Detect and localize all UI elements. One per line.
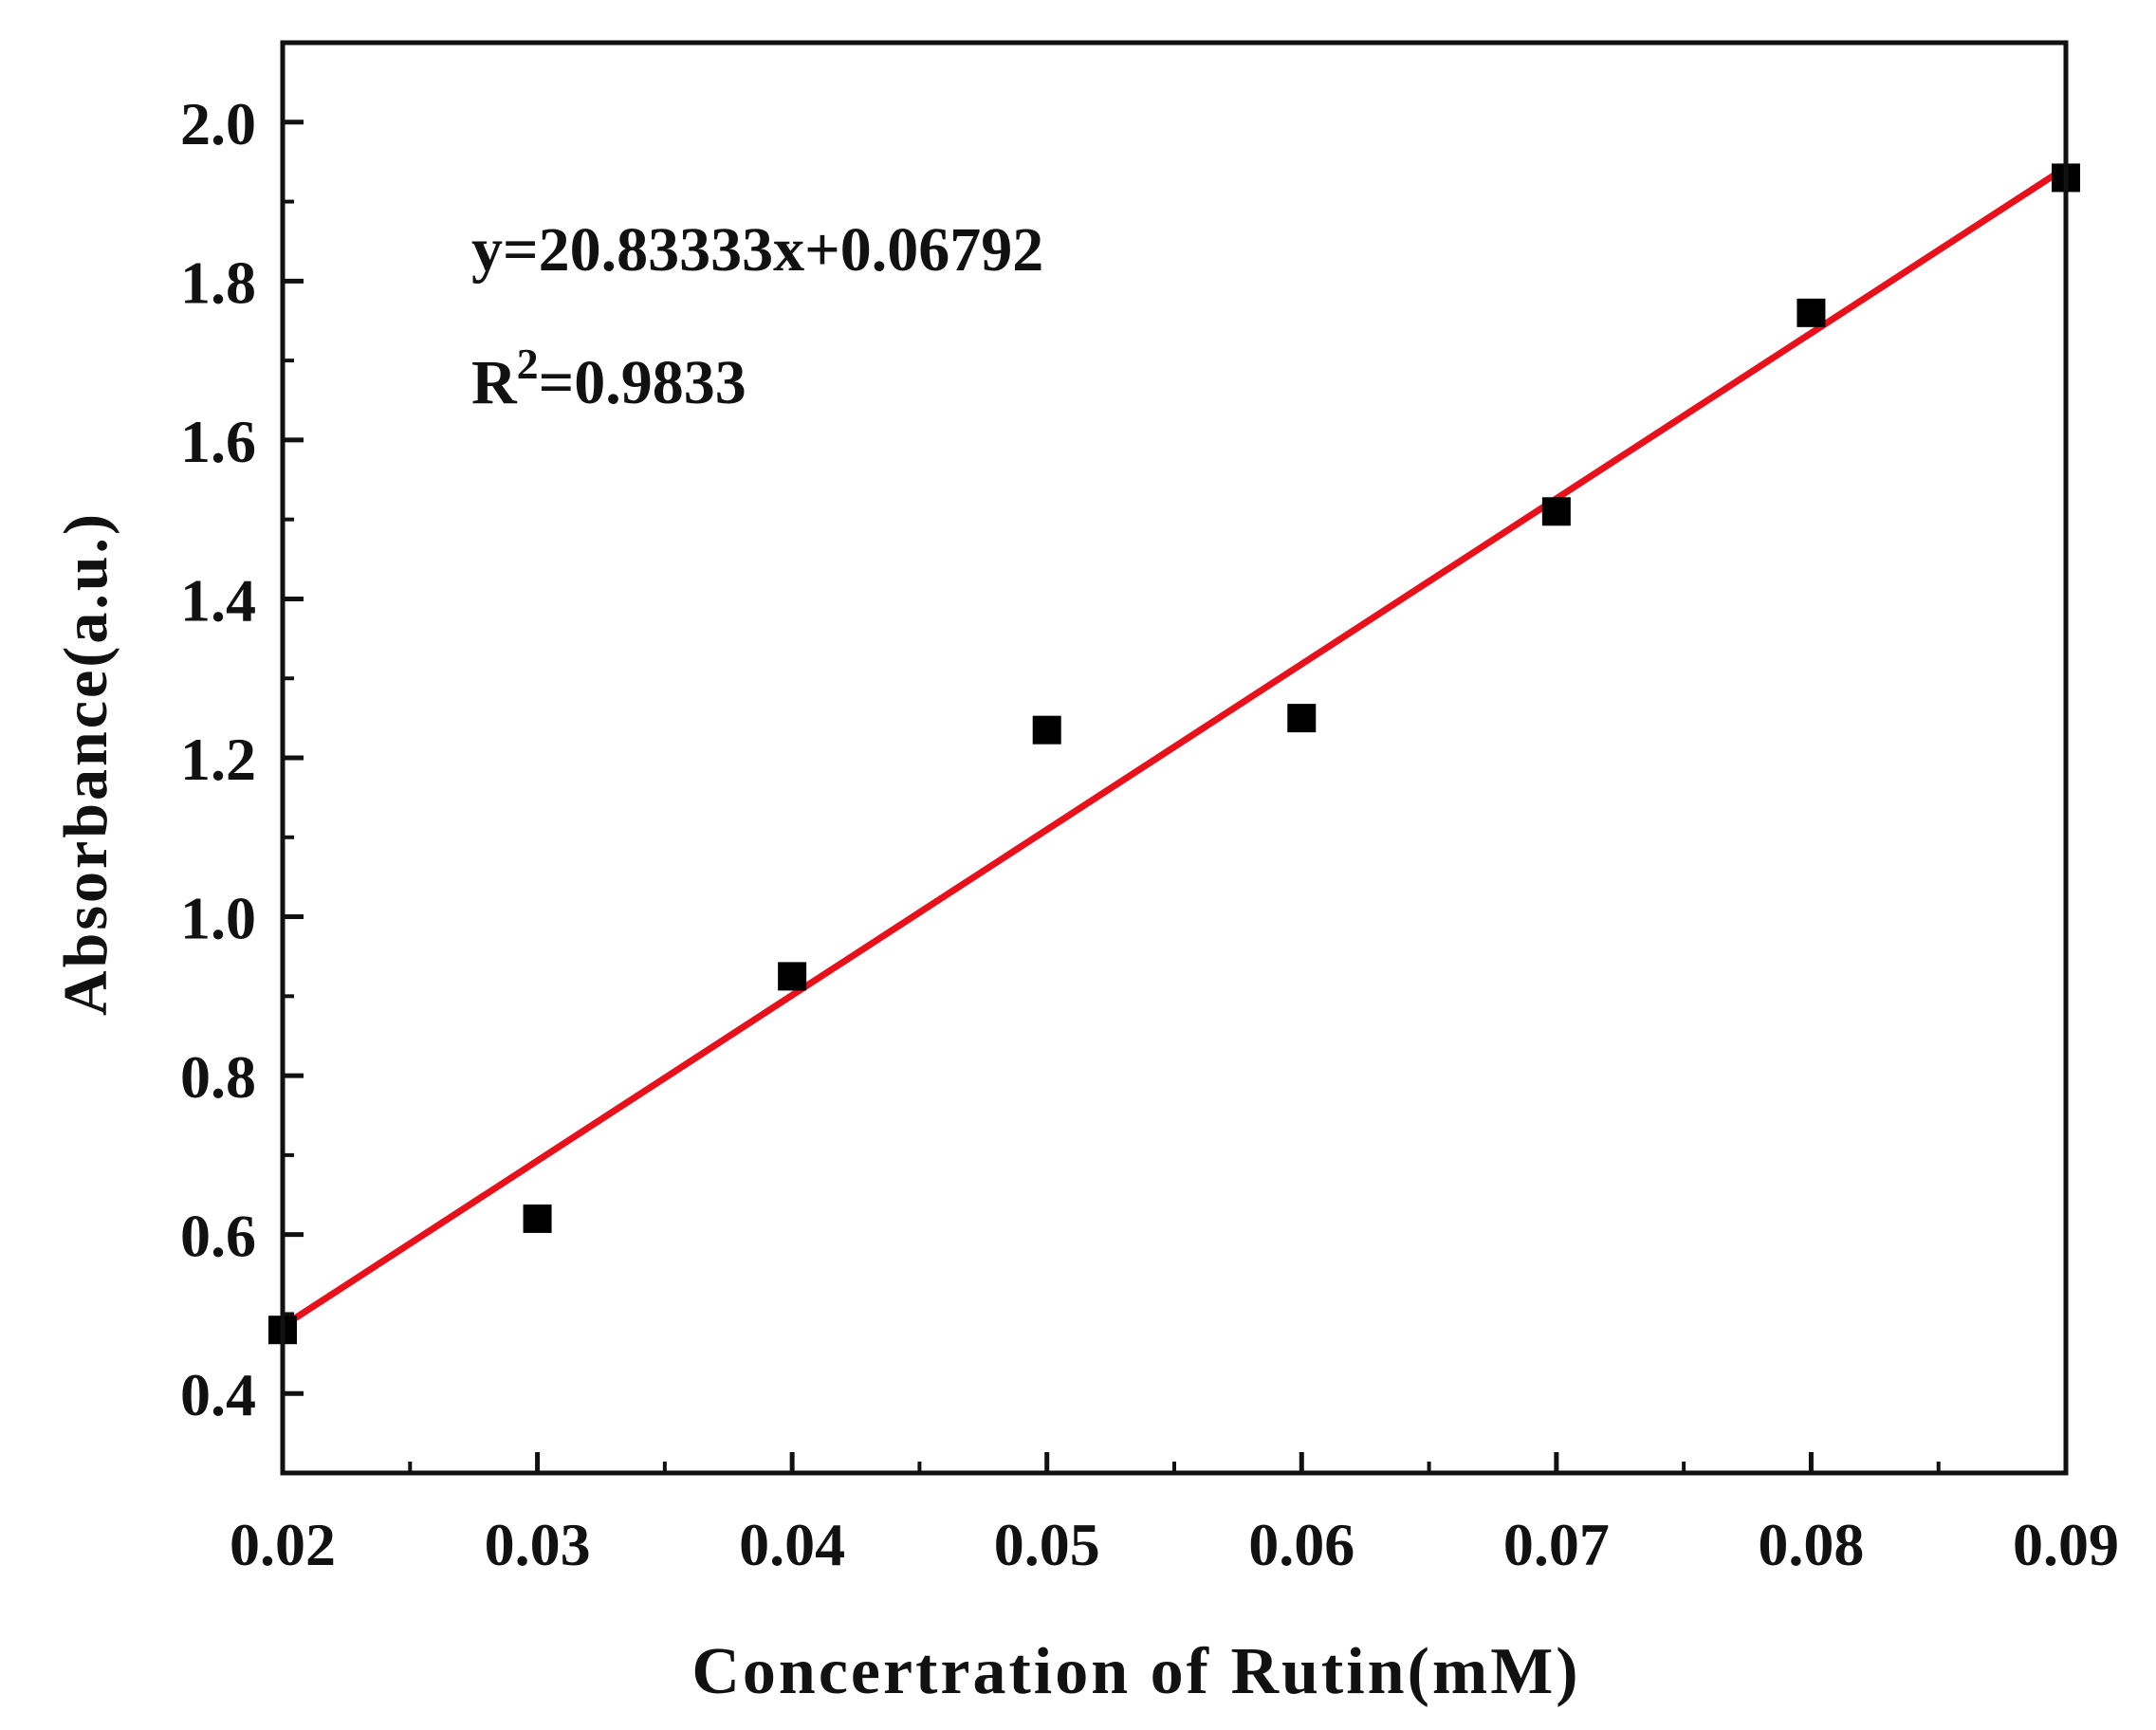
r-squared-symbol: R <box>471 348 518 417</box>
r-squared-superscript: 2 <box>517 340 539 388</box>
x-tick-label: 0.03 <box>485 1511 591 1578</box>
x-tick-label: 0.02 <box>230 1511 336 1578</box>
data-point <box>778 962 807 991</box>
y-tick-label: 0.4 <box>180 1361 256 1428</box>
y-tick-label: 0.6 <box>180 1203 256 1270</box>
data-point <box>1032 715 1061 745</box>
data-point <box>1541 497 1571 526</box>
x-tick-label: 0.09 <box>2013 1511 2119 1578</box>
data-point <box>1797 298 1826 327</box>
data-point <box>523 1204 552 1233</box>
tick-labels: 0.4 0.6 0.8 1.0 1.2 1.4 1.6 1.8 2.0 0.02 0.03 0.04 0… <box>180 90 2119 1578</box>
x-tick-label: 0.05 <box>994 1511 1100 1578</box>
y-tick-label: 0.8 <box>180 1043 256 1111</box>
linear-fit-line <box>279 164 2070 1330</box>
r-squared-value: =0.9833 <box>539 348 746 417</box>
x-axis-label: Concertration of Rutin(mM) <box>691 1635 1580 1708</box>
x-tick-label: 0.08 <box>1758 1511 1864 1578</box>
y-tick-label: 1.0 <box>180 885 256 952</box>
y-tick-label: 1.6 <box>180 408 256 475</box>
fit-equation: y=20.83333x+0.06792 <box>471 215 1043 285</box>
data-point <box>1287 704 1317 733</box>
y-tick-label: 1.2 <box>180 726 256 793</box>
x-tick-label: 0.06 <box>1248 1511 1354 1578</box>
data-points <box>268 163 2080 1345</box>
x-tick-label: 0.07 <box>1503 1511 1610 1578</box>
y-tick-label: 1.8 <box>180 248 256 316</box>
y-axis-label: Absorbance(a.u.) <box>51 511 120 1016</box>
y-tick-label: 2.0 <box>180 90 256 157</box>
x-tick-label: 0.04 <box>739 1511 845 1578</box>
r-squared-annotation: R2=0.9833 <box>471 340 746 417</box>
y-tick-label: 1.4 <box>180 566 256 634</box>
plot-frame <box>280 40 2069 1476</box>
fit-line-group <box>279 164 2070 1330</box>
